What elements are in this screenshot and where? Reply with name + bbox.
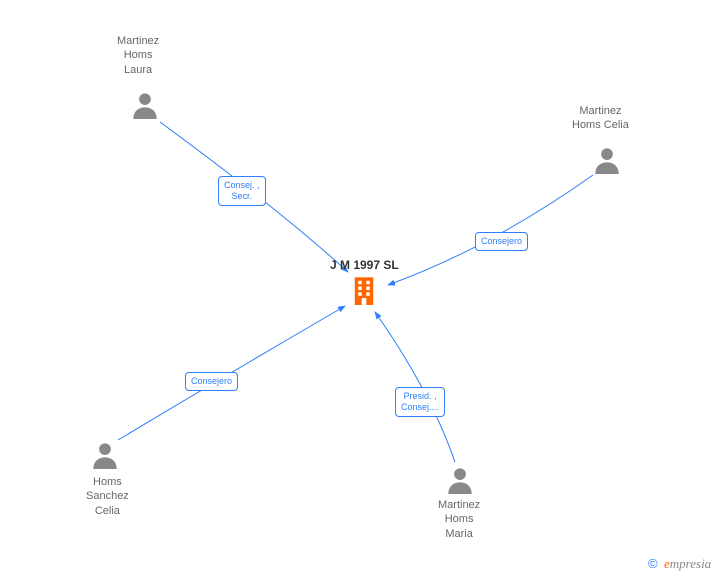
person-label-mh-laura: Martinez Homs Laura	[117, 34, 159, 77]
edge-label-mh-maria: Presid. , Consej....	[395, 387, 445, 417]
person-icon-mh-celia	[593, 146, 621, 174]
copyright-symbol: ©	[648, 556, 658, 571]
center-label: J M 1997 SL	[330, 258, 399, 272]
edge-label-mh-laura: Consej. , Secr.	[218, 176, 266, 206]
person-label-hs-celia: Homs Sanchez Celia	[86, 475, 129, 518]
watermark-rest: mpresia	[670, 556, 711, 571]
person-icon-mh-maria	[446, 466, 474, 494]
person-label-mh-maria: Martinez Homs Maria	[438, 498, 480, 541]
person-icon-hs-celia	[91, 441, 119, 469]
edge-label-mh-celia: Consejero	[475, 232, 528, 251]
edge-mh-celia	[388, 175, 593, 285]
person-icon-mh-laura	[131, 91, 159, 119]
edge-label-hs-celia: Consejero	[185, 372, 238, 391]
building-icon	[350, 275, 378, 305]
person-label-mh-celia: Martinez Homs Celia	[572, 104, 629, 133]
watermark-text: empresia	[664, 556, 711, 572]
